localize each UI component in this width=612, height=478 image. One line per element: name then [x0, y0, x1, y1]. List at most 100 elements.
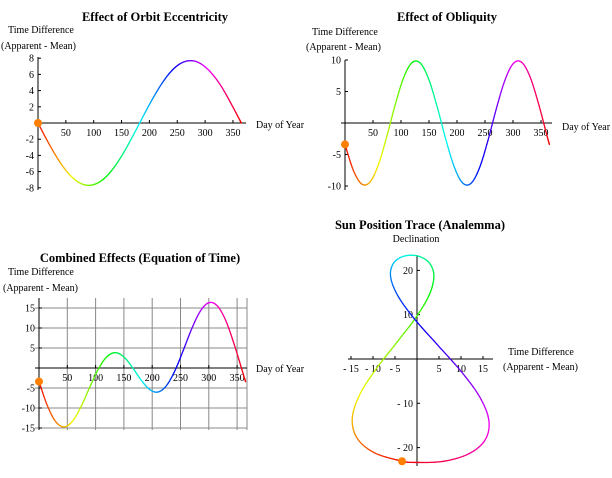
y-tick-label: 10 [331, 56, 341, 67]
x-tick-label: - 10 [365, 364, 381, 375]
y-tick-label: -15 [22, 424, 35, 435]
x-tick-label: 150 [422, 128, 437, 139]
curve-segment [374, 365, 379, 371]
x-tick-label: 100 [88, 373, 103, 384]
curve-segment [383, 142, 386, 148]
y-tick-label: -6 [26, 167, 34, 178]
curve-segment [495, 104, 498, 110]
chart3-xlabel: Day of Year [256, 364, 305, 375]
x-tick-label: 100 [86, 128, 101, 139]
curve-segment [372, 369, 377, 374]
y-tick-label: 10 [25, 324, 35, 335]
y-tick-label: -2 [26, 135, 34, 146]
curve-segment [487, 136, 490, 142]
curve-segment [438, 346, 444, 352]
y-tick-label: -10 [328, 182, 341, 193]
curve-segment [490, 124, 493, 130]
curve-segment [393, 342, 398, 347]
curve-segment [465, 376, 470, 382]
y-tick-label: -8 [26, 183, 34, 194]
chart2-title: Effect of Obliquity [397, 10, 498, 24]
data-curve [38, 301, 247, 428]
data-curve [344, 60, 551, 186]
x-tick-label: 350 [230, 373, 245, 384]
chart4-xlabel-line1: Time Difference [508, 347, 574, 358]
chart-3: 50 100 150 200 250 300 350 -15 -10 -5 5 10 15 [22, 298, 248, 435]
curve-segment [377, 362, 382, 368]
y-tick-label: - 10 [397, 399, 413, 410]
chart1-title: Effect of Orbit Eccentricity [82, 10, 229, 24]
data-curve [351, 254, 490, 464]
y-tick-label: 15 [25, 304, 35, 315]
curve-segment [454, 363, 459, 368]
y-tick-label: 4 [29, 86, 34, 97]
curve-segment [439, 118, 443, 125]
curve-segment [421, 326, 426, 332]
curve-segment [494, 108, 497, 114]
curve-segment [418, 323, 423, 329]
curve-segment [538, 105, 542, 112]
curve-segment [441, 126, 445, 133]
chart-1: 50 100 150 200 250 300 350 -8 -6 -4 -2 2 4 6 8 [26, 54, 246, 194]
curve-segment [387, 127, 390, 133]
curve-segment [346, 152, 350, 158]
x-tick-label: 200 [450, 128, 465, 139]
curve-segment [388, 123, 391, 129]
x-tick-label: 50 [62, 373, 72, 384]
chart-4: - 15 - 10 - 5 5 10 15 - 20 - 10 10 20 [343, 254, 493, 466]
x-tick-label: 50 [368, 128, 378, 139]
curve-segment [489, 128, 492, 134]
curve-segment [400, 332, 405, 338]
curve-segment [424, 330, 429, 335]
y-tick-label: -4 [26, 151, 34, 162]
x-tick-label: 350 [225, 128, 240, 139]
curve-segment [445, 353, 450, 358]
curve-segment [387, 348, 392, 354]
curve-segment [435, 343, 441, 348]
curve-segment [443, 131, 446, 137]
chart-2: 50 100 150 200 250 300 350 -10 -5 5 10 [328, 56, 552, 193]
curve-segment [349, 159, 352, 165]
curve-segment [368, 375, 372, 381]
curve-segment [392, 107, 396, 113]
x-tick-label: 150 [114, 128, 129, 139]
x-tick-label: 50 [61, 128, 71, 139]
curve-segment [462, 373, 467, 378]
chart4-xlabel-line2: (Apparent - Mean) [503, 362, 578, 373]
curve-segment [348, 155, 351, 162]
curve-segment [492, 116, 495, 122]
curve-segment [437, 110, 441, 117]
y-tick-label: -10 [22, 404, 35, 415]
start-marker [34, 119, 42, 127]
curve-segment [389, 119, 392, 125]
curve-segment [391, 111, 394, 117]
curve-segment [385, 456, 391, 459]
y-tick-label: -5 [27, 384, 35, 395]
curve-segment [365, 378, 370, 384]
y-tick-label: 8 [29, 54, 34, 65]
curve-segment [444, 134, 447, 141]
curve-segment [448, 356, 453, 362]
curve-segment [406, 326, 410, 331]
curve-segment [438, 114, 442, 121]
curve-segment [235, 351, 239, 357]
x-tick-label: 5 [437, 364, 442, 375]
y-tick-label: 10 [403, 310, 413, 321]
curve-segment [459, 369, 464, 375]
curve-segment [457, 366, 462, 372]
curve-segment [390, 345, 395, 351]
start-marker [398, 457, 407, 466]
x-tick-label: - 5 [390, 364, 401, 375]
curve-segment [379, 359, 384, 364]
curve-segment [542, 118, 545, 125]
x-tick-label: 300 [198, 128, 213, 139]
x-tick-label: 100 [394, 128, 409, 139]
curve-segment [537, 101, 540, 108]
curve-segment [386, 131, 389, 137]
curve-segment [385, 352, 390, 357]
chart2-ylabel-line1: Time Difference [312, 27, 378, 38]
chart1-ylabel-line1: Time Difference [8, 25, 74, 36]
chart2-xlabel: Day of Year [562, 122, 611, 133]
y-tick-label: -5 [333, 150, 341, 161]
curve-segment [493, 112, 496, 118]
